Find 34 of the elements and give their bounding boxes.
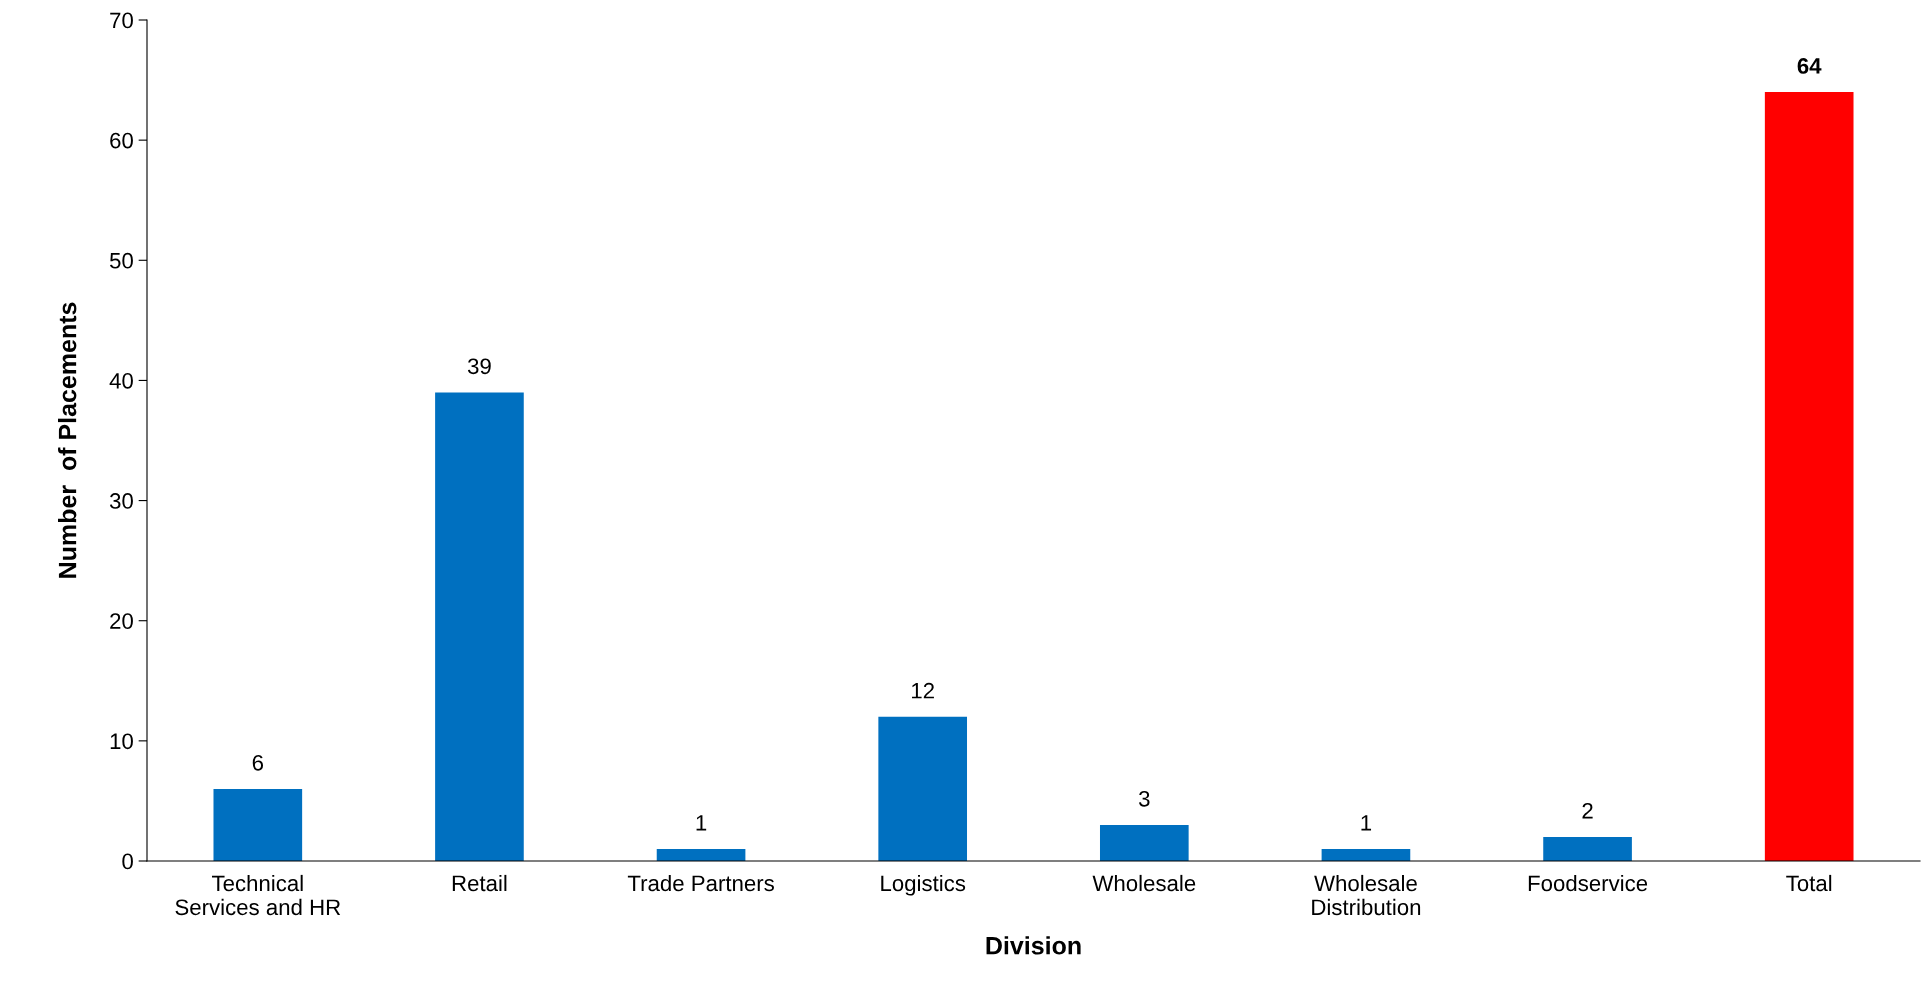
y-tick-label: 0 — [122, 853, 133, 870]
y-tick-label: 30 — [109, 493, 133, 509]
data-label: 2 — [1582, 802, 1593, 819]
data-label: 1 — [1361, 815, 1372, 831]
x-tick-label: Foodservice — [1528, 874, 1648, 892]
data-label: 3 — [1138, 790, 1150, 807]
bar — [878, 716, 968, 861]
y-tick-label: 50 — [109, 252, 133, 269]
data-label: 12 — [912, 682, 934, 699]
data-label: 1 — [696, 815, 707, 831]
bar — [1764, 92, 1854, 861]
bar — [1099, 824, 1189, 861]
y-tick-label: 20 — [110, 613, 133, 629]
y-tick-label: 70 — [110, 12, 133, 29]
x-tick-label: Wholesale — [1092, 874, 1196, 892]
x-tick-label: Logistics — [881, 874, 966, 896]
x-tick-label: Wholesale Distribution — [1312, 874, 1421, 916]
x-tick-label: Technical Services and HR — [175, 874, 341, 916]
bar — [656, 848, 746, 861]
data-label: 64 — [1797, 58, 1822, 74]
y-tick-label: 10 — [110, 733, 133, 750]
bar — [435, 392, 524, 861]
bar — [1543, 836, 1632, 861]
bar — [213, 788, 303, 861]
y-axis-title: Number of Placements — [58, 302, 77, 578]
x-tick-label: Retail — [452, 874, 507, 892]
y-tick-label: 40 — [109, 372, 133, 389]
x-tick-label: Total — [1786, 874, 1832, 892]
y-tick-label: 60 — [110, 132, 133, 149]
x-tick-label: Trade Partners — [627, 874, 774, 892]
bar — [1321, 848, 1411, 861]
data-label: 39 — [467, 358, 491, 375]
data-label: 6 — [252, 754, 264, 771]
x-axis-title: Division — [986, 936, 1081, 955]
